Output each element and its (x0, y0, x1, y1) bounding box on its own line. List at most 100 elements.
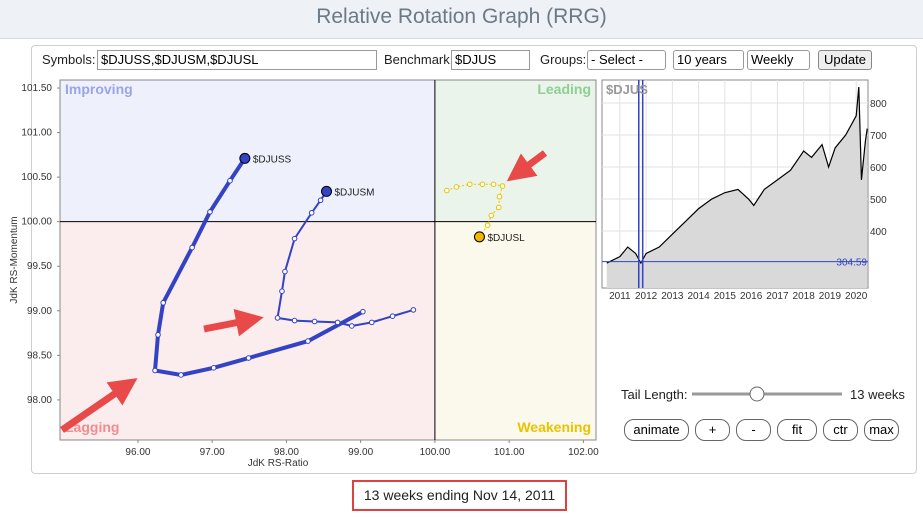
x-tick-label: 2019 (819, 291, 842, 302)
y-tick-label: 600 (870, 163, 887, 174)
frequency-select[interactable]: Weekly (747, 50, 810, 70)
slider-thumb[interactable] (749, 386, 765, 402)
x-tick-label: 2013 (661, 291, 684, 302)
quadrant-weakening (434, 221, 596, 440)
y-tick-label: 99.50 (27, 261, 52, 272)
arrow (506, 150, 548, 182)
period-select[interactable]: 10 years (673, 50, 744, 70)
tail-point (466, 181, 473, 188)
series-label: $DJUSM (335, 187, 375, 198)
quadrant-improving (60, 80, 435, 222)
plot-frame (59, 79, 597, 441)
tail-point (495, 204, 502, 211)
tail-point (279, 288, 285, 294)
y-tick-label: 99.00 (27, 306, 52, 317)
tail-point (360, 308, 366, 315)
x-tick-label: 2012 (635, 291, 658, 302)
arrow (60, 378, 138, 433)
tail-point (178, 372, 184, 378)
x-tick-label: 2020 (845, 291, 868, 302)
control-button[interactable]: fit (777, 419, 817, 441)
tail-point (291, 235, 298, 242)
tail-point (499, 183, 506, 189)
x-tick-label: 2015 (714, 291, 737, 302)
y-tick-label: 98.00 (27, 395, 52, 406)
x-tick-label: 97.00 (200, 447, 225, 458)
tail-line (276, 190, 414, 327)
tail-point (369, 319, 375, 326)
tail-point (189, 244, 195, 251)
tail-point (308, 209, 315, 216)
tail-point (334, 319, 341, 326)
tail-point (410, 307, 417, 313)
y-axis-label: JdK RS-Momentum (9, 216, 20, 303)
x-tick-label: 2016 (740, 291, 763, 302)
y-tick-label: 101.00 (21, 128, 52, 139)
benchmark-label: Benchmark: (384, 52, 454, 67)
control-button[interactable]: + (695, 419, 730, 441)
tail-point (488, 212, 495, 219)
tail-label: Tail Length: (621, 387, 688, 402)
tail-point (152, 367, 158, 374)
symbol-label: $DJUS (606, 82, 648, 97)
y-tick-label: 800 (870, 99, 887, 110)
y-tick-label: 400 (870, 227, 887, 238)
control-button[interactable]: animate (624, 419, 689, 441)
x-tick-label: 2018 (793, 291, 816, 302)
y-tick-label: 101.50 (21, 83, 52, 94)
groups-label: Groups: (540, 52, 587, 67)
y-tick-label: 100.50 (21, 172, 52, 183)
update-button[interactable]: Update (818, 50, 872, 70)
x-tick-label: 100.00 (420, 447, 451, 458)
quadrant-label: Leading (537, 81, 591, 97)
tail-point (155, 332, 161, 338)
control-button[interactable]: ctr (823, 419, 858, 441)
control-button[interactable]: - (736, 419, 771, 441)
x-tick-label: 96.00 (125, 447, 150, 458)
rrg-chart: Improving Leading Lagging Weakening 96.00 97.… (9, 79, 599, 469)
price-area (606, 87, 868, 288)
tail-point (282, 268, 288, 275)
panel (31, 45, 917, 474)
series-label: $DJUSS (253, 154, 292, 165)
tail-point (311, 318, 318, 325)
quadrant-lagging (60, 221, 435, 440)
benchmark-input[interactable]: $DJUS (451, 50, 530, 70)
groups-select[interactable]: - Select - (587, 50, 666, 70)
x-tick-label: 99.00 (348, 447, 373, 458)
symbols-input[interactable]: $DJUSS,$DJUSM,$DJUSL (97, 50, 377, 70)
tail-point (305, 338, 311, 344)
control-button[interactable]: max (864, 419, 899, 441)
y-tick-label: 100.00 (21, 217, 52, 228)
tail-point (317, 197, 324, 204)
tail-point (245, 355, 252, 361)
x-tick-label: 101.00 (494, 447, 525, 458)
x-tick-label: 2011 (609, 291, 631, 302)
series-label: $DJUSL (487, 233, 525, 244)
tail-point (160, 299, 166, 306)
tail-point (210, 365, 217, 371)
tail-point (291, 317, 298, 324)
tail-line (152, 157, 364, 377)
tail-point (227, 177, 233, 184)
tail-point (443, 187, 450, 194)
quadrant-leading (434, 80, 596, 222)
x-tick-label: 102.00 (568, 447, 599, 458)
x-axis-label: JdK RS-Ratio (248, 458, 309, 469)
annotation-arrows (60, 150, 548, 433)
page-title: Relative Rotation Graph (RRG) (316, 5, 607, 28)
quadrant-label: Improving (65, 81, 133, 97)
tail-point (490, 181, 497, 188)
y-tick-label: 500 (870, 195, 887, 206)
head-point (473, 231, 485, 243)
footer-caption: 13 weeks ending Nov 14, 2011 (352, 480, 567, 511)
tail-point (207, 209, 213, 215)
tail-point (496, 193, 503, 200)
y-tick-label: 700 (870, 131, 887, 142)
tail-point (389, 313, 396, 319)
tail-point (484, 222, 491, 229)
head-point (321, 185, 333, 197)
y-tick-label: 98.50 (27, 350, 52, 361)
